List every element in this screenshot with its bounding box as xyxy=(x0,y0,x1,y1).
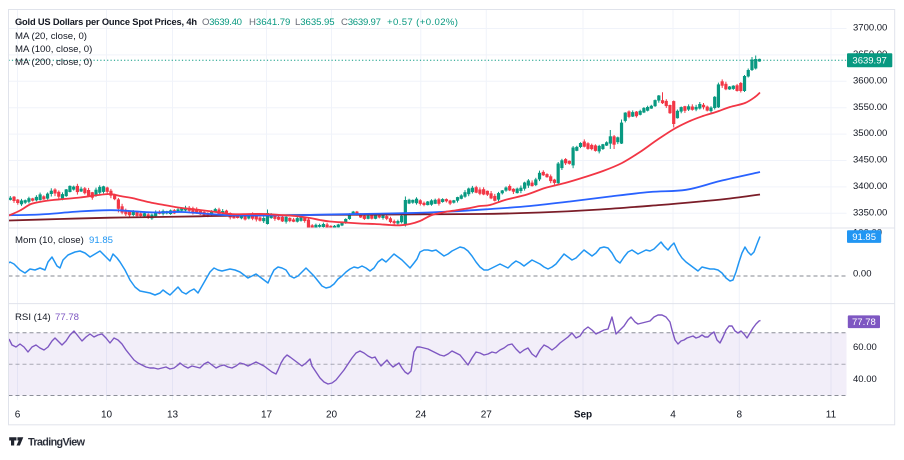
svg-text:27: 27 xyxy=(481,410,493,421)
svg-text:6: 6 xyxy=(15,410,21,421)
svg-text:40.00: 40.00 xyxy=(853,374,877,385)
svg-text:77.78: 77.78 xyxy=(55,312,79,323)
svg-text:13: 13 xyxy=(167,410,179,421)
svg-text:3639.97: 3639.97 xyxy=(852,56,886,67)
svg-text:O3639.40: O3639.40 xyxy=(202,17,242,28)
svg-text:10: 10 xyxy=(101,410,113,421)
svg-text:RSI (14): RSI (14) xyxy=(15,312,51,323)
svg-text:3350.00: 3350.00 xyxy=(853,207,887,218)
svg-text:H3641.79: H3641.79 xyxy=(249,17,290,28)
svg-text:+0.57 (+0.02%): +0.57 (+0.02%) xyxy=(387,17,458,28)
svg-text:TradingView: TradingView xyxy=(28,436,86,448)
svg-text:3550.00: 3550.00 xyxy=(853,102,887,113)
svg-text:3500.00: 3500.00 xyxy=(853,128,887,139)
svg-text:3450.00: 3450.00 xyxy=(853,155,887,166)
svg-text:3600.00: 3600.00 xyxy=(853,75,887,86)
svg-text:20: 20 xyxy=(326,410,338,421)
svg-text:11: 11 xyxy=(826,410,837,421)
svg-text:60.00: 60.00 xyxy=(853,342,877,353)
svg-text:Sep: Sep xyxy=(574,410,592,421)
svg-text:4: 4 xyxy=(670,410,676,421)
svg-text:Mom (10, close): Mom (10, close) xyxy=(15,235,84,246)
svg-text:91.85: 91.85 xyxy=(89,235,113,246)
svg-text:MA (20, close, 0): MA (20, close, 0) xyxy=(15,31,87,42)
svg-text:3400.00: 3400.00 xyxy=(853,181,887,192)
svg-text:L3635.95: L3635.95 xyxy=(295,17,335,28)
svg-text:3700.00: 3700.00 xyxy=(853,23,887,34)
svg-text:24: 24 xyxy=(415,410,427,421)
svg-text:91.85: 91.85 xyxy=(852,232,876,243)
svg-text:0.00: 0.00 xyxy=(853,269,872,280)
svg-text:17: 17 xyxy=(261,410,273,421)
svg-text:77.78: 77.78 xyxy=(852,317,876,328)
svg-text:MA (100, close, 0): MA (100, close, 0) xyxy=(15,44,92,55)
svg-text:MA (200, close, 0): MA (200, close, 0) xyxy=(15,57,92,68)
svg-text:Gold US Dollars per Ounce Spot: Gold US Dollars per Ounce Spot Prices, 4… xyxy=(15,17,197,27)
svg-text:8: 8 xyxy=(737,410,743,421)
svg-text:C3639.97: C3639.97 xyxy=(341,17,381,28)
